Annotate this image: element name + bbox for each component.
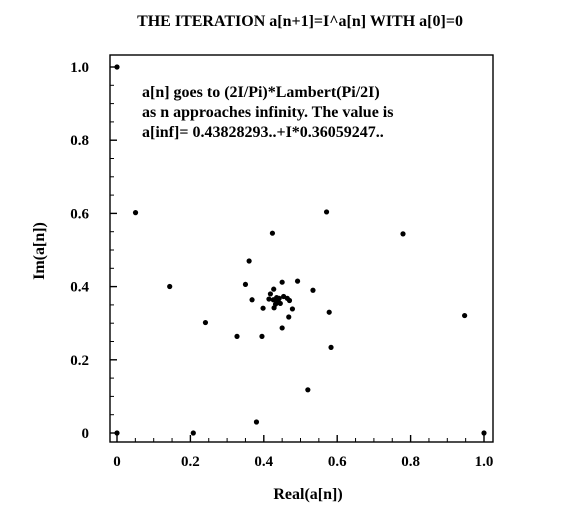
annotation-line-3: a[inf]= 0.43828293..+I*0.36059247.. xyxy=(142,124,384,141)
data-point xyxy=(289,306,296,312)
data-point xyxy=(400,231,406,237)
data-point xyxy=(242,281,249,288)
chart-title: THE ITERATION a[n+1]=I^a[n] WITH a[0]=0 xyxy=(137,13,463,30)
data-point xyxy=(269,230,276,236)
data-point xyxy=(266,296,272,302)
y-tick-label: 0.6 xyxy=(70,206,89,222)
annotation-text: a[n] goes to (2I/Pi)*Lambert(Pi/2I) as n… xyxy=(142,84,393,141)
data-points xyxy=(114,64,487,436)
data-point xyxy=(202,319,209,326)
data-point xyxy=(286,297,293,304)
data-point xyxy=(114,430,120,436)
x-tick-label: 0.8 xyxy=(401,454,420,470)
data-point xyxy=(271,286,277,292)
axis-ticks xyxy=(110,66,485,442)
x-tick-label: 0.4 xyxy=(254,454,273,470)
annotation-line-1: a[n] goes to (2I/Pi)*Lambert(Pi/2I) xyxy=(142,84,380,101)
data-point xyxy=(259,333,265,339)
data-point xyxy=(279,325,285,331)
data-point xyxy=(267,291,274,297)
data-point xyxy=(234,333,240,339)
data-point xyxy=(326,309,332,315)
data-point xyxy=(275,298,281,304)
data-point xyxy=(323,209,330,215)
y-tick-label: 1.0 xyxy=(70,60,89,76)
data-point xyxy=(481,430,487,436)
x-tick-label: 0.2 xyxy=(181,454,200,470)
x-tick-label: 0.6 xyxy=(328,454,347,470)
data-point xyxy=(286,314,292,320)
x-axis-label: Real(a[n]) xyxy=(273,486,342,503)
data-point xyxy=(190,430,196,436)
y-tick-label: 0 xyxy=(82,426,90,442)
axis-tick-labels: 0 0.2 0.4 0.6 0.8 1.0 0 0.2 0.4 0.6 0.8 1.0 xyxy=(70,60,493,470)
data-point xyxy=(249,297,255,303)
data-point xyxy=(114,64,120,70)
y-tick-label: 0.4 xyxy=(70,280,89,296)
plot-frame xyxy=(109,54,494,443)
x-tick-label: 1.0 xyxy=(475,454,494,470)
data-point xyxy=(462,312,468,319)
data-point xyxy=(305,387,311,393)
data-point xyxy=(167,283,173,290)
y-tick-label: 0.2 xyxy=(70,353,89,369)
data-point xyxy=(310,287,316,293)
data-point xyxy=(328,344,334,350)
data-point xyxy=(132,210,139,216)
data-point xyxy=(260,305,266,311)
data-point xyxy=(253,419,260,425)
annotation-line-2: as n approaches infinity. The value is xyxy=(142,104,393,121)
data-point xyxy=(279,279,285,285)
y-tick-label: 0.8 xyxy=(70,133,89,149)
data-point xyxy=(294,278,301,284)
x-tick-label: 0 xyxy=(113,454,121,470)
data-point xyxy=(246,258,252,264)
y-axis-label: Im(a[n]) xyxy=(31,222,48,280)
